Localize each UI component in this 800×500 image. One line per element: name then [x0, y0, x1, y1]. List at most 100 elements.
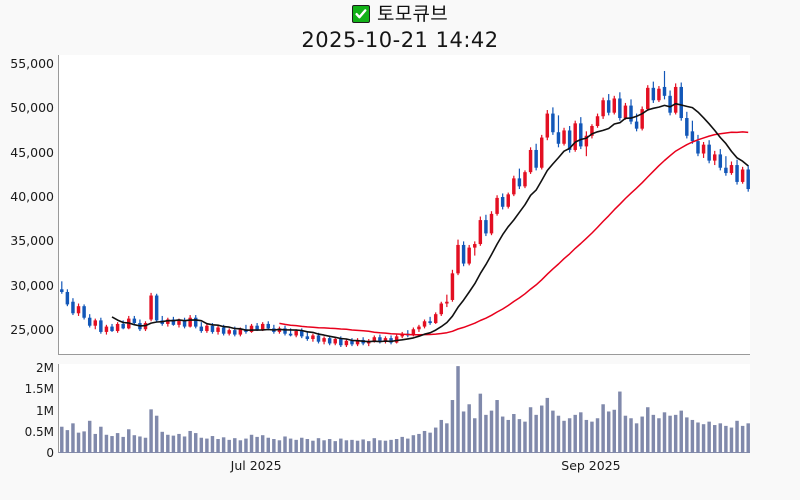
candle-body	[735, 165, 739, 182]
candle-body	[450, 273, 455, 300]
volume-bar	[551, 410, 555, 453]
price-tick-label: 55,000	[10, 55, 54, 71]
candle-body	[634, 121, 639, 129]
candle-body	[221, 327, 226, 334]
candle-body	[199, 326, 204, 332]
volume-bar	[428, 432, 432, 453]
candle-body	[383, 338, 388, 342]
candle-body	[378, 337, 382, 342]
volume-bar	[662, 412, 667, 453]
volume-bar	[623, 415, 628, 453]
candle-body	[327, 338, 332, 344]
candle-body	[690, 131, 695, 142]
candle-body	[478, 220, 483, 245]
volume-bar	[500, 416, 505, 453]
volume-bar	[590, 421, 594, 453]
volume-bar	[556, 415, 561, 453]
volume-bar	[154, 415, 159, 453]
candle-body	[556, 132, 561, 144]
volume-bar	[523, 421, 527, 453]
candle-body	[216, 327, 220, 332]
volume-bar	[534, 414, 538, 453]
candle-body	[668, 95, 672, 113]
volume-bar	[372, 438, 377, 453]
volume-bar	[288, 438, 293, 453]
candle-body	[679, 86, 683, 119]
volume-bar	[573, 414, 577, 453]
candle-body	[132, 318, 137, 324]
volume-bar	[450, 400, 455, 453]
candle-body	[149, 295, 153, 320]
candle-body	[294, 331, 298, 336]
timestamp-label: 2025-10-21 14:42	[301, 28, 499, 52]
volume-bar	[143, 437, 148, 453]
volume-bar	[646, 407, 650, 453]
volume-tick-label: 0.5M	[24, 424, 54, 439]
volume-bar	[584, 419, 589, 453]
volume-bar	[160, 431, 164, 453]
candle-body	[612, 98, 617, 113]
volume-bar	[456, 366, 460, 453]
volume-bar	[378, 440, 382, 453]
volume-bar	[389, 439, 393, 453]
volume-bar	[400, 436, 404, 453]
volume-tick-label: 1.5M	[24, 382, 54, 397]
volume-bar	[612, 409, 617, 453]
volume-bar	[394, 439, 399, 453]
volume-bar	[138, 436, 142, 453]
candle-body	[534, 149, 538, 168]
volume-bar	[93, 433, 98, 453]
volume-bar	[707, 421, 711, 453]
volume-bar	[601, 404, 605, 453]
candle-body	[255, 325, 259, 331]
candle-body	[65, 291, 70, 305]
volume-bar	[712, 425, 717, 453]
candle-body	[646, 87, 650, 110]
candle-body	[489, 213, 494, 234]
volume-bar	[188, 430, 192, 453]
volume-bar	[690, 419, 695, 453]
price-chart-panel	[58, 55, 750, 355]
volume-tick-label: 1M	[36, 403, 54, 418]
candle-body	[500, 197, 505, 207]
volume-bar	[383, 440, 388, 453]
green-check-icon	[351, 5, 370, 23]
volume-bar	[539, 405, 544, 453]
volume-bar	[182, 436, 187, 453]
ma-long-line	[279, 131, 749, 336]
candle-body	[322, 338, 326, 342]
volume-bar	[366, 441, 371, 453]
candle-body	[517, 178, 522, 187]
candle-body	[484, 220, 488, 234]
volume-bar	[545, 397, 550, 453]
volume-bar	[87, 420, 92, 453]
candle-body	[411, 329, 416, 336]
volume-bar	[517, 419, 522, 453]
volume-bar	[461, 411, 466, 453]
volume-bar	[696, 422, 700, 453]
volume-bar	[506, 419, 510, 453]
volume-bar	[361, 439, 365, 453]
candle-body	[445, 301, 449, 304]
candle-body	[166, 319, 170, 324]
volume-bar	[724, 425, 728, 453]
volume-bar	[339, 438, 343, 453]
candle-body	[696, 141, 700, 154]
volume-chart-panel	[58, 364, 750, 453]
candle-body	[333, 339, 337, 344]
volume-bar	[104, 434, 109, 453]
candle-body	[87, 317, 92, 326]
volume-bar	[221, 437, 226, 453]
volume-plot	[60, 366, 750, 453]
volume-bar	[629, 418, 633, 453]
candle-body	[417, 326, 421, 330]
volume-bar	[673, 414, 678, 453]
candle-body	[104, 326, 109, 332]
candle-body	[673, 86, 678, 113]
volume-bar	[76, 432, 81, 453]
volume-bar	[433, 427, 438, 453]
candle-body	[567, 130, 572, 150]
candlestick-plot	[60, 70, 750, 348]
volume-tick-label: 0	[46, 446, 54, 460]
